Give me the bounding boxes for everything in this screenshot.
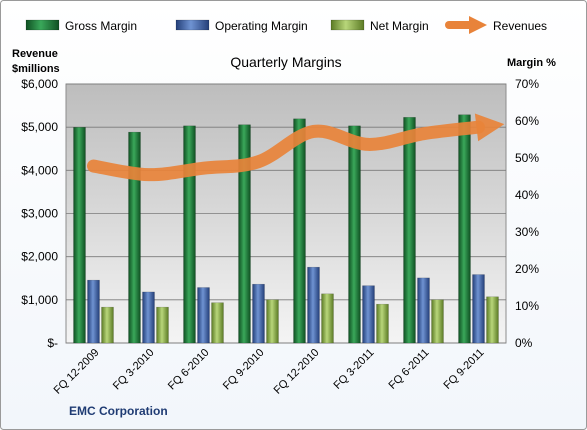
bar <box>362 285 375 344</box>
left-axis-title: $millions <box>12 63 60 75</box>
bar <box>307 266 320 344</box>
right-tick-label: 0% <box>515 336 533 350</box>
left-tick-label: $6,000 <box>21 77 58 91</box>
right-tick-label: 70% <box>515 77 539 91</box>
left-tick-label: $5,000 <box>21 120 58 134</box>
bar <box>156 306 169 344</box>
legend-label: Net Margin <box>370 19 429 33</box>
bar <box>266 299 279 344</box>
bar <box>87 279 100 344</box>
left-tick-label: $2,000 <box>21 250 58 264</box>
right-tick-label: 40% <box>515 188 539 202</box>
bar <box>183 125 196 344</box>
legend-label: Revenues <box>493 19 547 33</box>
legend-swatch <box>469 16 487 34</box>
revenue-line <box>87 120 485 182</box>
bar <box>293 118 306 344</box>
bar <box>252 283 265 344</box>
bar <box>403 117 416 344</box>
left-tick-label: $3,000 <box>21 207 58 221</box>
right-tick-label: 10% <box>515 299 539 313</box>
left-tick-label: $1,000 <box>21 293 58 307</box>
bar <box>376 303 389 344</box>
bar <box>73 127 86 344</box>
right-axis-title: Margin % <box>507 57 556 69</box>
right-tick-label: 60% <box>515 114 539 128</box>
legend-label: Gross Margin <box>65 19 137 33</box>
bar <box>128 131 141 344</box>
bar <box>417 277 430 344</box>
legend-swatch <box>25 19 60 31</box>
left-tick-label: $- <box>47 336 58 350</box>
bar <box>458 114 471 344</box>
company-label: EMC Corporation <box>69 404 168 418</box>
revenue-arrowhead <box>474 113 505 142</box>
bar <box>142 291 155 344</box>
legend-swatch <box>175 19 210 31</box>
bar <box>197 287 210 344</box>
legend-label: Operating Margin <box>215 19 308 33</box>
bar <box>348 125 361 344</box>
bar <box>431 299 444 344</box>
chart-title: Quarterly Margins <box>230 54 341 70</box>
bar <box>486 296 499 344</box>
bar <box>321 293 334 344</box>
right-tick-label: 20% <box>515 262 539 276</box>
bar <box>238 124 251 344</box>
right-tick-label: 50% <box>515 151 539 165</box>
right-tick-label: 30% <box>515 225 539 239</box>
bar <box>472 274 485 344</box>
left-tick-label: $4,000 <box>21 163 58 177</box>
legend-swatch <box>330 19 365 31</box>
bar <box>211 302 224 344</box>
bar <box>101 306 114 344</box>
left-axis-title: Revenue <box>12 48 58 60</box>
